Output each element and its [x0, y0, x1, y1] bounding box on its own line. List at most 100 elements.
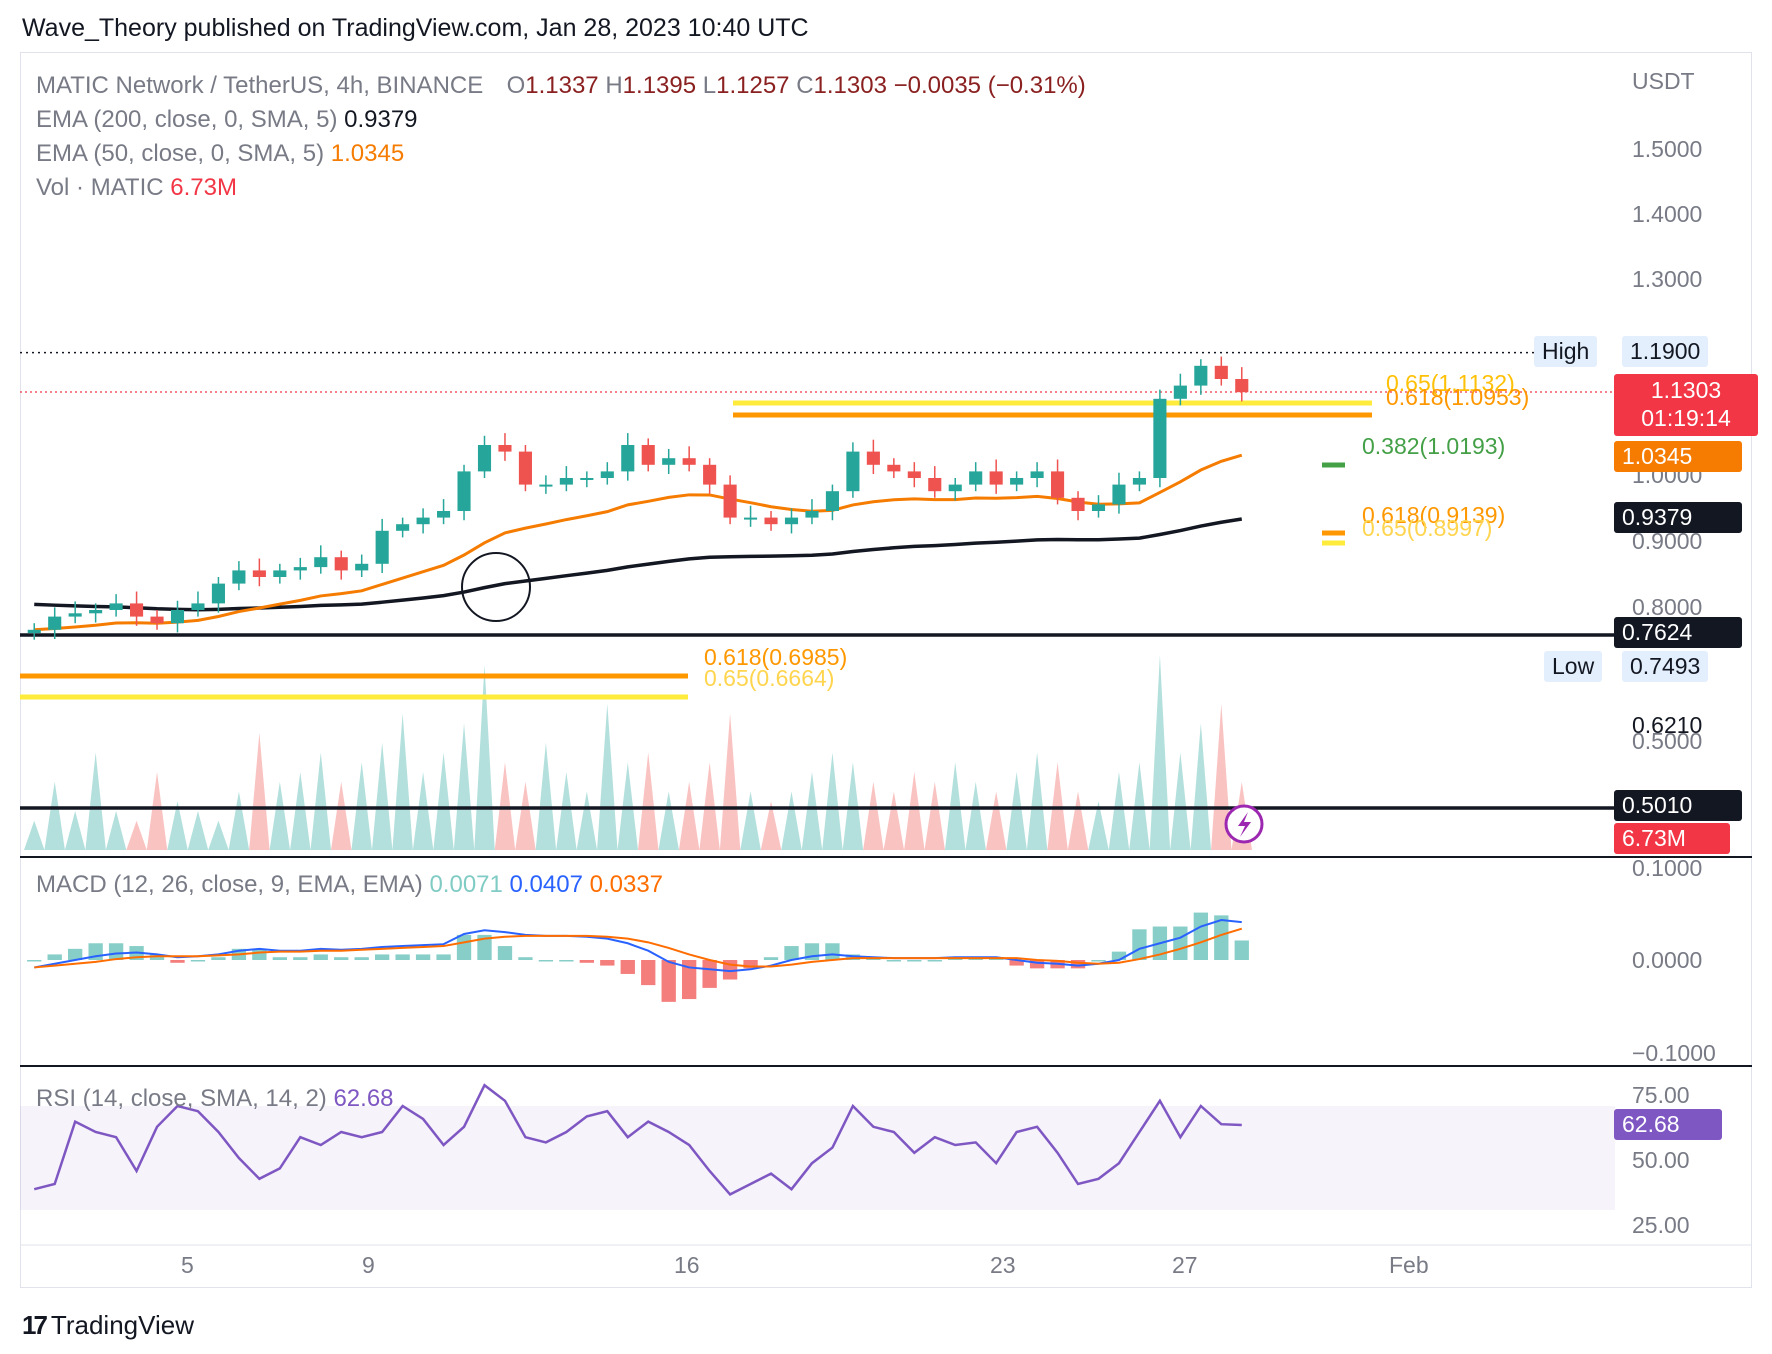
- volume-bar: [85, 752, 106, 850]
- volume-bar: [187, 811, 209, 850]
- ema50-tag: 1.0345: [1614, 441, 1742, 472]
- candle-body: [48, 616, 62, 630]
- ema50-value: 1.0345: [330, 140, 405, 167]
- volume-bar: [453, 723, 475, 850]
- volume-bar: [331, 781, 352, 850]
- candle-body: [130, 603, 144, 617]
- macd-legend[interactable]: MACD (12, 26, close, 9, EMA, EMA) 0.0071…: [36, 871, 663, 899]
- candle-body: [293, 567, 307, 571]
- candle-body: [846, 451, 860, 492]
- macd-line-value: 0.0407: [509, 871, 583, 898]
- candle-body: [396, 524, 410, 531]
- tradingview-mark-icon: 17: [22, 1310, 48, 1340]
- candle-body: [662, 458, 676, 465]
- macd-histogram-bar: [518, 957, 533, 960]
- candle-body: [682, 458, 696, 465]
- ema50-legend[interactable]: EMA (50, close, 0, SMA, 5) 1.0345: [36, 140, 404, 168]
- fibonacci-lines: [20, 400, 1372, 700]
- low-label: L: [702, 72, 717, 99]
- volume-bar: [351, 762, 372, 850]
- candle-body: [416, 517, 430, 525]
- candle-body: [723, 484, 737, 518]
- rsi-pane: [20, 1083, 1615, 1210]
- candle-body: [1194, 365, 1208, 386]
- chart-frame[interactable]: [20, 52, 1752, 1288]
- volume-bar: [126, 820, 147, 850]
- macd-histogram-bar: [1173, 926, 1188, 960]
- ema200-legend[interactable]: EMA (200, close, 0, SMA, 5) 0.9379: [36, 106, 418, 134]
- macd-histogram-bar: [108, 943, 124, 960]
- ema50-label: EMA (50, close, 0, SMA, 5): [36, 140, 325, 167]
- candle-body: [355, 563, 369, 571]
- candle-body: [600, 471, 614, 478]
- ema200-line: [34, 517, 1243, 612]
- macd-histogram-bar: [477, 934, 492, 960]
- macd-histogram-bar: [825, 943, 840, 960]
- candle-body: [887, 464, 901, 472]
- volume-bar: [371, 742, 393, 850]
- macd-histogram-bar: [293, 957, 308, 960]
- rsi-label: RSI (14, close, SMA, 14, 2): [36, 1085, 327, 1112]
- volume-bar: [1006, 772, 1027, 850]
- open-value: 1.1337: [525, 72, 599, 99]
- high-label: H: [605, 72, 623, 99]
- macd-histogram-bar: [641, 960, 656, 986]
- volume-bar: [290, 772, 311, 850]
- alert-icon[interactable]: [1224, 804, 1264, 844]
- macd-histogram-bar: [211, 957, 226, 960]
- date-tick: 27: [1172, 1252, 1198, 1278]
- candle-body: [68, 613, 82, 617]
- macd-histogram-bar: [375, 954, 390, 960]
- volume-bar: [310, 752, 331, 850]
- macd-label: MACD (12, 26, close, 9, EMA, EMA): [36, 871, 423, 898]
- price-tick: 0.5000: [1632, 728, 1703, 754]
- close-value: 1.1303: [813, 72, 887, 99]
- low-value: 1.1257: [716, 72, 790, 99]
- rsi-tick: 75.00: [1632, 1082, 1690, 1108]
- date-tick: Feb: [1389, 1252, 1429, 1278]
- main-legend: MATIC Network / TetherUS, 4h, BINANCE O1…: [36, 72, 1086, 100]
- candle-body: [314, 557, 328, 568]
- candle-body: [866, 451, 880, 465]
- macd-histogram-bar: [1193, 912, 1208, 960]
- volume-bar: [515, 781, 536, 850]
- candle-body: [477, 445, 492, 472]
- volume-bar: [760, 801, 782, 850]
- candle-body: [559, 478, 573, 485]
- candle-body: [1235, 379, 1249, 393]
- fib-label: 0.618(0.9139): [1362, 502, 1506, 528]
- candle-body: [1051, 471, 1065, 498]
- volume-bar: [965, 781, 986, 850]
- macd-histogram-bar: [600, 960, 615, 966]
- rsi-legend[interactable]: RSI (14, close, SMA, 14, 2) 62.68: [36, 1085, 394, 1113]
- symbol-title[interactable]: MATIC Network / TetherUS, 4h, BINANCE: [36, 72, 484, 99]
- rsi-tick: 25.00: [1632, 1212, 1690, 1238]
- fib-label: 0.65(0.6664): [704, 665, 835, 691]
- candle-body: [170, 610, 185, 624]
- volume-bar: [44, 781, 65, 850]
- volume-bar: [924, 781, 945, 850]
- rsi-tag: 62.68: [1614, 1109, 1722, 1140]
- macd-histogram-bar: [1009, 960, 1024, 966]
- last-price-tag[interactable]: 1.1303 01:19:14: [1614, 374, 1758, 436]
- macd-histogram-bar: [395, 954, 410, 960]
- change-value: −0.0035 (−0.31%): [893, 72, 1086, 99]
- volume-legend[interactable]: Vol · MATIC 6.73M: [36, 174, 237, 202]
- macd-histogram-bar: [1111, 951, 1127, 960]
- date-tick: 16: [674, 1252, 700, 1278]
- macd-histogram-bar: [1029, 960, 1045, 969]
- macd-tick: 0.0000: [1632, 947, 1703, 973]
- candle-body: [969, 471, 983, 485]
- macd-histogram-bar: [1214, 915, 1229, 960]
- volume-bar: [269, 781, 291, 850]
- candle-body: [1010, 478, 1024, 485]
- macd-histogram-bar: [1234, 940, 1249, 960]
- volume-bar: [167, 801, 188, 850]
- macd-signal-line: [34, 927, 1243, 969]
- macd-histogram-bar: [334, 957, 349, 960]
- volume-bar: [1026, 752, 1048, 850]
- tradingview-logo[interactable]: 17 TradingView: [22, 1310, 194, 1341]
- candle-body: [457, 471, 471, 511]
- fib-label: 0.382(1.0193): [1362, 433, 1506, 459]
